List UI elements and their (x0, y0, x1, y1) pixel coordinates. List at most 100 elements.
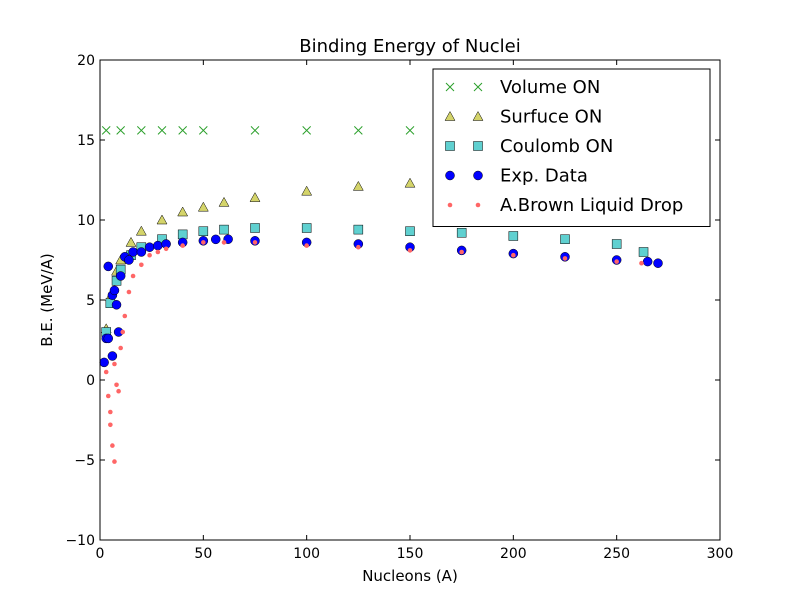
data-point (198, 126, 208, 135)
legend-entry: Coulomb ON (445, 136, 613, 157)
y-tick-label: 15 (77, 133, 95, 149)
data-point (210, 234, 221, 245)
data-point (125, 236, 137, 247)
data-point (180, 243, 185, 248)
data-point (301, 185, 313, 196)
data-point (221, 240, 227, 245)
data-point (638, 247, 649, 257)
x-tick-label: 0 (96, 546, 105, 562)
data-point (128, 247, 138, 257)
data-point (110, 443, 115, 448)
data-point (112, 459, 117, 464)
y-tick-label: 5 (86, 293, 95, 309)
data-point (219, 224, 229, 235)
data-point (177, 229, 188, 240)
data-point (178, 126, 188, 135)
data-point (353, 224, 364, 235)
data-point (508, 231, 519, 241)
data-point (103, 261, 114, 272)
data-point (302, 126, 312, 135)
legend-marker (473, 170, 483, 181)
data-point (405, 226, 415, 236)
data-point (116, 126, 126, 135)
data-point (456, 228, 467, 238)
data-point (105, 393, 111, 399)
data-point (130, 273, 136, 279)
data-point (112, 361, 117, 367)
data-point (353, 126, 363, 135)
y-axis: −10 −5 0 5 10 15 20 (65, 53, 720, 549)
data-point (101, 126, 111, 135)
x-tick-label: 50 (194, 546, 212, 562)
data-point (304, 243, 309, 248)
chart-title: Binding Energy of Nuclei (299, 36, 520, 57)
data-point (135, 225, 147, 236)
data-point (108, 422, 113, 428)
legend-marker (444, 110, 456, 121)
data-point (642, 256, 653, 267)
plot-marks (99, 126, 663, 464)
x-axis-label: Nucleons (A) (362, 567, 458, 585)
legend: Volume ON Surfuce ON Coulomb ON Exp. Data A.… (432, 68, 711, 227)
data-point (124, 255, 134, 265)
x-tick-label: 300 (707, 546, 734, 562)
data-point (352, 180, 364, 191)
data-point (250, 126, 260, 135)
legend-label: Surfuce ON (500, 107, 602, 128)
data-point (404, 177, 416, 188)
data-point (108, 409, 113, 415)
series-4 (103, 240, 644, 464)
data-point (157, 126, 167, 135)
legend-entry: Surfuce ON (444, 107, 602, 128)
x-tick-label: 250 (603, 546, 630, 562)
data-point (197, 201, 209, 212)
data-point (614, 259, 619, 264)
data-point (118, 345, 123, 351)
data-point (109, 285, 120, 296)
x-tick-label: 200 (500, 546, 527, 562)
data-point (611, 239, 622, 249)
data-point (103, 333, 114, 344)
legend-label: Coulomb ON (500, 136, 613, 157)
legend-marker (473, 141, 483, 151)
data-point (122, 313, 128, 319)
y-tick-label: 10 (77, 213, 95, 229)
data-point (116, 388, 121, 394)
x-tick-label: 100 (293, 546, 320, 562)
data-point (356, 244, 361, 250)
data-point (301, 223, 312, 233)
data-point (252, 240, 258, 245)
data-point (115, 271, 126, 281)
data-point (653, 258, 663, 268)
legend-marker (445, 170, 455, 181)
x-tick-label: 150 (397, 546, 424, 562)
legend-label: Exp. Data (500, 166, 588, 187)
data-point (99, 357, 109, 368)
y-tick-label: 20 (77, 53, 95, 69)
data-point (639, 260, 644, 266)
data-point (111, 300, 122, 310)
x-axis: 0 50 100 150 200 250 300 (96, 60, 734, 562)
data-point (144, 242, 155, 252)
data-point (459, 249, 464, 255)
data-point (560, 234, 570, 244)
legend-marker (445, 141, 455, 151)
data-point (201, 240, 206, 245)
data-point (249, 192, 261, 202)
data-point (153, 240, 163, 251)
data-point (155, 249, 161, 255)
legend-label: A.Brown Liquid Drop (500, 195, 683, 216)
data-point (562, 256, 568, 261)
data-point (136, 126, 146, 135)
data-point (405, 126, 415, 135)
data-point (139, 262, 144, 268)
data-point (511, 252, 516, 258)
data-point (136, 247, 147, 257)
data-point (407, 248, 413, 253)
y-axis-label: B.E. (MeV/A) (38, 253, 56, 347)
legend-label: Volume ON (500, 77, 600, 98)
legend-entry: Volume ON (445, 77, 600, 98)
data-point (177, 206, 189, 217)
